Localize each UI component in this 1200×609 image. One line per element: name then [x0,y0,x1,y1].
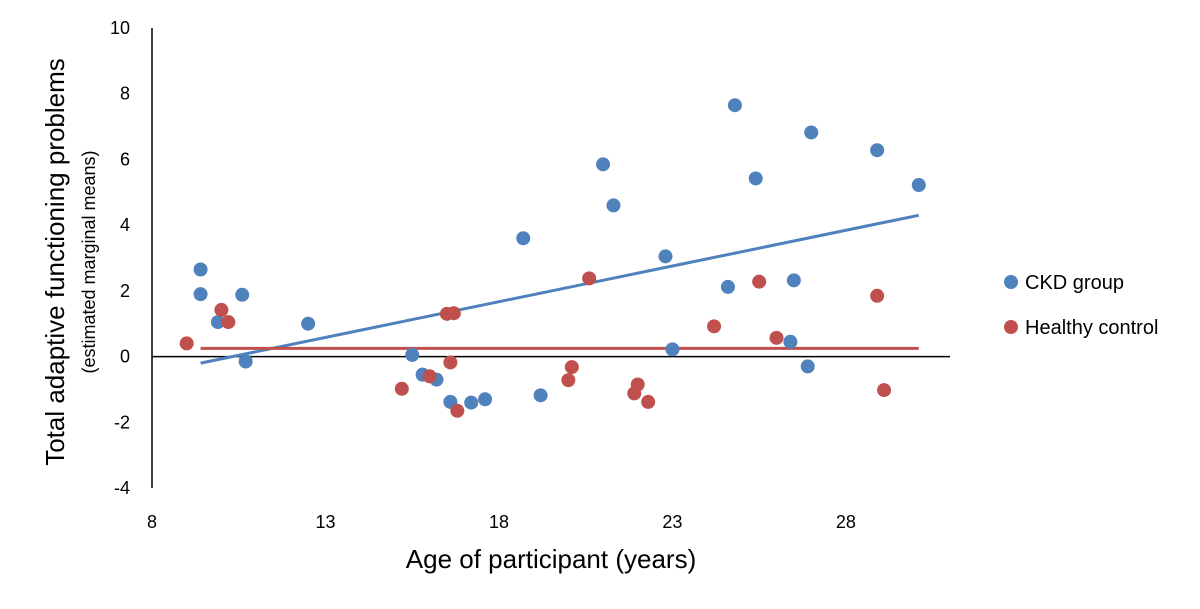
data-point-ckd-group [516,231,531,246]
x-tick-label: 13 [315,512,335,532]
legend-marker-healthy-control [1004,320,1018,334]
x-tick-label: 28 [836,512,856,532]
trend-line-ckd-group [200,213,920,365]
y-tick-label: -4 [114,478,130,498]
trend-lines [200,213,920,365]
data-point-ckd-group [193,262,208,277]
y-tick-label: 4 [120,215,130,235]
data-point-ckd-group [235,287,250,302]
legend-label-healthy-control: Healthy control [1025,317,1158,339]
data-point-ckd-group [658,249,673,264]
x-axis-ticks: 8 13 18 23 28 [147,512,856,532]
data-point-healthy-control [752,274,767,289]
data-point-ckd-group [405,347,420,362]
y-tick-label: 0 [120,347,130,367]
y-tick-label: 8 [120,84,130,104]
data-points [179,98,926,418]
data-point-ckd-group [786,273,801,288]
data-point-ckd-group [727,98,742,113]
y-axis-title: Total adaptive functioning problems [40,58,70,466]
data-point-healthy-control [877,383,892,398]
data-point-ckd-group [800,359,815,374]
data-point-healthy-control [641,394,656,409]
data-point-ckd-group [533,388,548,403]
data-point-healthy-control [564,360,579,375]
y-tick-label: -2 [114,412,130,432]
data-point-healthy-control [214,302,229,317]
data-point-healthy-control [870,288,885,303]
data-point-healthy-control [707,319,722,334]
legend-marker-ckd-group [1004,275,1018,289]
data-point-healthy-control [446,306,461,321]
y-tick-label: 10 [110,18,130,38]
x-axis-title: Age of participant (years) [406,544,696,574]
data-point-ckd-group [478,392,493,407]
data-point-ckd-group [193,287,208,302]
y-tick-label: 2 [120,281,130,301]
data-point-ckd-group [238,354,253,369]
data-point-healthy-control [221,315,236,330]
y-tick-label: 6 [120,149,130,169]
data-point-healthy-control [450,403,465,418]
legend: CKD group Healthy control [1004,272,1158,339]
data-point-ckd-group [301,316,316,331]
data-point-healthy-control [443,355,458,370]
x-tick-label: 8 [147,512,157,532]
data-point-ckd-group [606,198,621,213]
data-point-ckd-group [720,279,735,294]
data-point-ckd-group [748,171,763,186]
data-point-ckd-group [783,334,798,349]
data-point-healthy-control [582,271,597,286]
y-axis-ticks: 10 8 6 4 2 0 -2 -4 [110,18,130,498]
x-tick-label: 18 [489,512,509,532]
data-point-ckd-group [596,157,611,172]
data-point-ckd-group [464,395,479,410]
y-axis-subtitle: (estimated marginal means) [79,150,99,373]
x-tick-label: 23 [662,512,682,532]
legend-label-ckd-group: CKD group [1025,272,1124,294]
data-point-healthy-control [422,369,437,384]
data-point-ckd-group [804,125,819,140]
data-point-ckd-group [210,315,225,330]
data-point-ckd-group [911,178,926,193]
data-point-healthy-control [769,330,784,345]
data-point-ckd-group [665,342,680,357]
data-point-ckd-group [870,143,885,158]
data-point-healthy-control [394,381,409,396]
data-point-healthy-control [561,373,576,388]
data-point-healthy-control [630,377,645,392]
data-point-healthy-control [179,336,194,351]
